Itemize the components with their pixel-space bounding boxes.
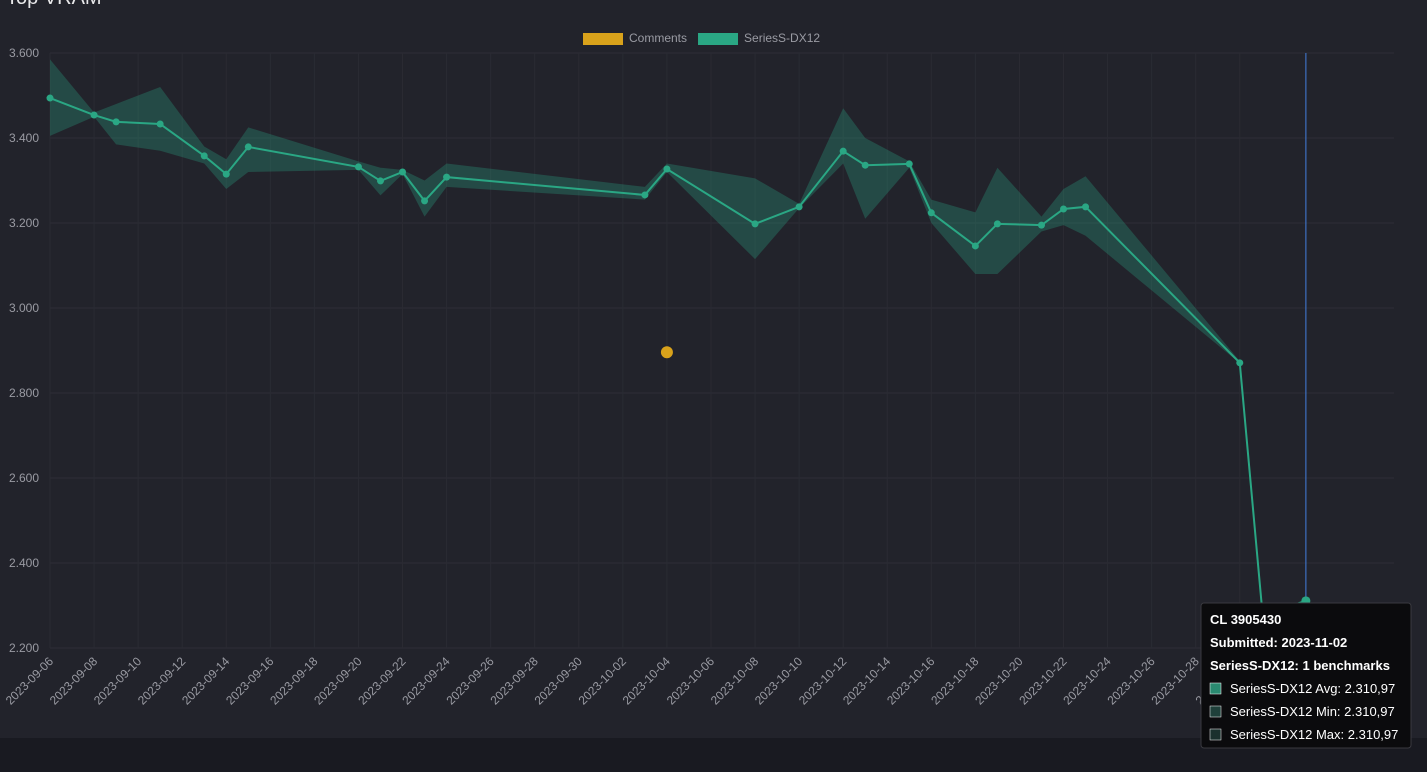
y-tick-label: 2.200 xyxy=(9,641,39,655)
chart-title: Top VRAM xyxy=(6,0,102,9)
tooltip: CL 3905430 Submitted: 2023-11-02 SeriesS-D… xyxy=(1200,602,1412,749)
data-point xyxy=(112,118,120,126)
tooltip-swatch xyxy=(1209,705,1222,718)
range-band xyxy=(50,59,1306,609)
data-point xyxy=(156,120,164,128)
data-point xyxy=(1060,205,1068,213)
data-point xyxy=(1236,359,1244,367)
y-tick-label: 2.400 xyxy=(9,556,39,570)
data-point xyxy=(46,94,54,102)
data-point xyxy=(421,197,429,205)
y-tick-label: 3.200 xyxy=(9,216,39,230)
data-point xyxy=(399,168,407,176)
y-tick-label: 2.800 xyxy=(9,386,39,400)
y-tick-label: 3.000 xyxy=(9,301,39,315)
data-point xyxy=(1037,221,1045,229)
data-point xyxy=(354,163,362,171)
legend-swatch xyxy=(698,33,739,45)
data-point xyxy=(443,173,451,181)
data-point xyxy=(751,220,759,228)
data-point xyxy=(1082,203,1090,211)
y-tick-label: 2.600 xyxy=(9,471,39,485)
y-tick-label: 3.400 xyxy=(9,131,39,145)
tooltip-item: SeriesS-DX12 Max: 2.310,97 xyxy=(1230,727,1398,742)
legend-label: Comments xyxy=(629,31,687,45)
tooltip-item: SeriesS-DX12 Min: 2.310,97 xyxy=(1230,704,1395,719)
data-point xyxy=(200,152,208,160)
data-point xyxy=(641,191,649,199)
footer-bar xyxy=(0,738,1427,772)
legend-label: SeriesS-DX12 xyxy=(744,31,820,45)
data-point xyxy=(971,242,979,250)
data-point xyxy=(993,220,1001,228)
tooltip-box xyxy=(1200,602,1412,749)
legend-swatch xyxy=(583,33,623,45)
tooltip-line: SeriesS-DX12: 1 benchmarks xyxy=(1210,658,1390,673)
data-point xyxy=(905,160,913,168)
y-tick-label: 3.600 xyxy=(9,46,39,60)
data-point xyxy=(663,165,671,173)
tooltip-item: SeriesS-DX12 Avg: 2.310,97 xyxy=(1230,681,1395,696)
data-point xyxy=(861,161,869,169)
tooltip-swatch xyxy=(1209,682,1222,695)
data-point xyxy=(795,203,803,211)
data-point xyxy=(839,147,847,155)
tooltip-swatch xyxy=(1209,728,1222,741)
comment-point xyxy=(660,346,673,359)
data-point xyxy=(222,170,230,178)
data-point xyxy=(90,111,98,119)
data-point xyxy=(927,209,935,217)
tooltip-line: Submitted: 2023-11-02 xyxy=(1210,635,1347,650)
data-point xyxy=(376,177,384,185)
tooltip-title: CL 3905430 xyxy=(1210,612,1281,627)
data-point xyxy=(244,143,252,151)
